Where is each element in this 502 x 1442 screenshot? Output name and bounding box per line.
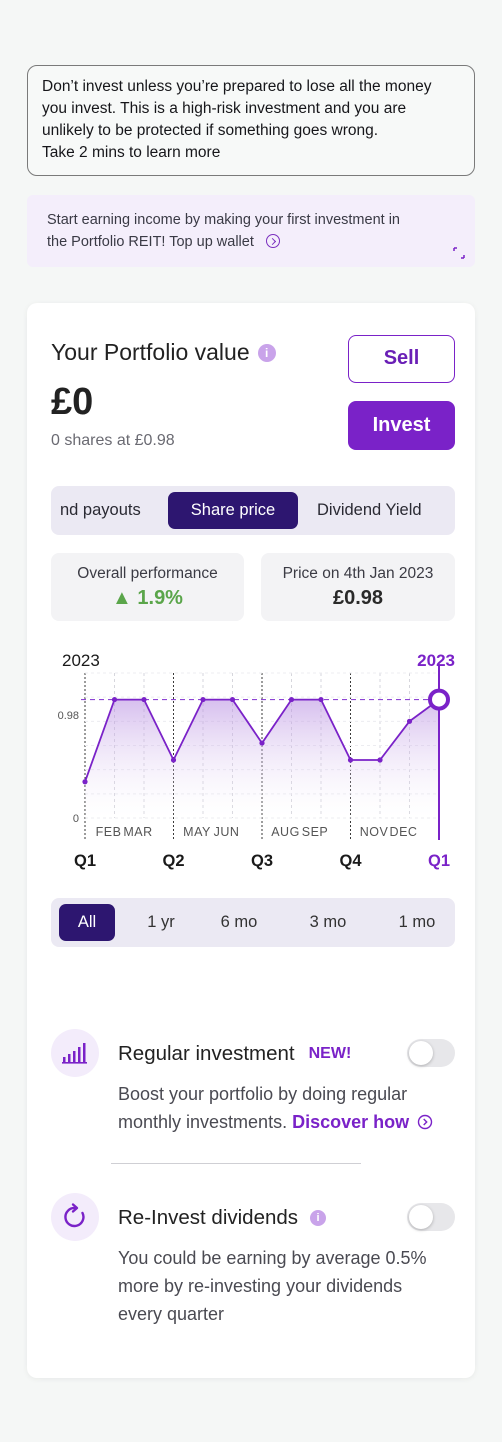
month-label: MAR	[123, 825, 152, 839]
risk-warning-line: you invest. This is a high-risk investme…	[42, 100, 407, 117]
reinvest-title: Re-Invest dividends	[118, 1206, 299, 1229]
regular-investment-title: Regular investment	[118, 1042, 295, 1065]
chart-type-tabs: nd payouts Share price Dividend Yield	[51, 486, 455, 535]
arrow-right-circle-icon[interactable]	[265, 234, 280, 248]
chart-area	[85, 699, 439, 818]
month-label: NOV	[360, 825, 389, 839]
regular-investment-desc-line: monthly investments.	[118, 1112, 288, 1132]
portfolio-title-row: Your Portfolio value i	[51, 339, 276, 366]
portfolio-card: Your Portfolio value i £0 0 shares at £0.…	[27, 303, 475, 1378]
quarter-label: Q1	[428, 852, 450, 870]
regular-investment-description: Boost your portfolio by doing regular mo…	[118, 1080, 458, 1136]
info-icon[interactable]: i	[257, 344, 276, 362]
data-point	[229, 696, 236, 703]
reinvest-desc-line: every quarter	[118, 1304, 225, 1324]
y-tick-label: 0.98	[58, 710, 79, 722]
tab-share-price[interactable]: Share price	[168, 492, 298, 529]
arrow-right-circle-icon[interactable]	[417, 1114, 433, 1130]
sell-button[interactable]: Sell	[348, 335, 455, 383]
month-label: AUG	[271, 825, 300, 839]
risk-warning-line: unlikely to be protected if something go…	[42, 122, 379, 139]
new-badge: NEW!	[308, 1045, 352, 1062]
quarter-label: Q2	[162, 852, 184, 870]
learn-more-link[interactable]: Take 2 mins to learn more	[42, 144, 221, 161]
data-point	[111, 696, 118, 703]
share-price-chart[interactable]: 2023 2023 0.98 0 FEB MAR MAY JUN AUG SEP NOV DE…	[27, 638, 475, 878]
month-label: FEB	[96, 825, 122, 839]
month-label: SEP	[302, 825, 329, 839]
portfolio-value: £0	[51, 381, 94, 423]
promo-banner[interactable]: Start earning income by making your firs…	[27, 195, 475, 267]
bar-chart-icon	[51, 1029, 99, 1077]
time-range-selector: All 1 yr 6 mo 3 mo 1 mo	[51, 898, 455, 947]
overall-performance-label: Overall performance	[77, 565, 218, 582]
regular-investment-title-row: Regular investment NEW!	[118, 1042, 351, 1066]
range-3mo[interactable]: 3 mo	[309, 913, 347, 931]
y-tick-label: 0	[73, 813, 79, 825]
range-all[interactable]: All	[59, 904, 115, 941]
chart-year-right: 2023	[417, 651, 455, 670]
shares-summary: 0 shares at £0.98	[51, 432, 175, 449]
month-label: JUN	[214, 825, 240, 839]
expand-corner-icon[interactable]	[453, 247, 465, 259]
reinvest-toggle[interactable]	[407, 1203, 455, 1231]
data-point	[170, 757, 177, 763]
price-date-label: Price on 4th Jan 2023	[282, 565, 434, 582]
chart-year-left: 2023	[62, 651, 100, 670]
chart-svg: 2023 2023 0.98 0 FEB MAR MAY JUN AUG SEP NOV DE…	[58, 651, 455, 870]
data-point	[141, 696, 147, 703]
range-6mo[interactable]: 6 mo	[220, 913, 258, 931]
tab-dividend-yield[interactable]: Dividend Yield	[317, 501, 422, 519]
top-up-wallet-link[interactable]: the Portfolio REIT! Top up wallet	[47, 234, 254, 250]
portfolio-title: Your Portfolio value	[51, 339, 250, 365]
discover-how-link[interactable]: Discover how	[292, 1112, 410, 1132]
invest-button[interactable]: Invest	[348, 401, 455, 450]
data-point	[347, 757, 354, 763]
range-1mo[interactable]: 1 mo	[398, 913, 436, 931]
current-point[interactable]	[428, 688, 450, 711]
price-value: £0.98	[332, 587, 384, 609]
range-1yr[interactable]: 1 yr	[147, 913, 175, 931]
promo-text: Start earning income by making your firs…	[47, 212, 400, 228]
overall-performance-value: ▲ 1.9%	[112, 587, 183, 609]
info-icon[interactable]: i	[310, 1210, 327, 1226]
reinvest-desc-line: more by re-investing your dividends	[118, 1276, 403, 1296]
risk-warning-line: Don’t invest unless you’re prepared to l…	[42, 78, 432, 95]
data-point	[200, 696, 206, 703]
data-point	[318, 696, 324, 703]
data-point	[377, 757, 383, 763]
risk-warning[interactable]: Don’t invest unless you’re prepared to l…	[27, 65, 475, 176]
price-card: Price on 4th Jan 2023 £0.98	[261, 553, 455, 621]
data-point	[406, 718, 413, 724]
quarter-label: Q3	[251, 852, 273, 870]
reinvest-description: You could be earning by average 0.5% mor…	[118, 1244, 458, 1328]
reinvest-desc-line: You could be earning by average 0.5%	[118, 1248, 427, 1268]
quarter-label: Q4	[339, 852, 362, 870]
overall-performance-card: Overall performance ▲ 1.9%	[51, 553, 244, 621]
month-label: MAY	[183, 825, 211, 839]
tab-dividend-payouts[interactable]: nd payouts	[60, 501, 141, 519]
refresh-icon	[51, 1193, 99, 1241]
data-point	[82, 779, 88, 785]
regular-investment-desc-line: Boost your portfolio by doing regular	[118, 1084, 408, 1104]
data-point	[288, 696, 295, 703]
month-label: DEC	[390, 825, 418, 839]
regular-investment-toggle[interactable]	[407, 1039, 455, 1067]
data-point	[259, 740, 265, 746]
reinvest-title-row: Re-Invest dividends i	[118, 1206, 327, 1230]
section-divider	[111, 1163, 361, 1164]
quarter-label: Q1	[74, 852, 96, 870]
